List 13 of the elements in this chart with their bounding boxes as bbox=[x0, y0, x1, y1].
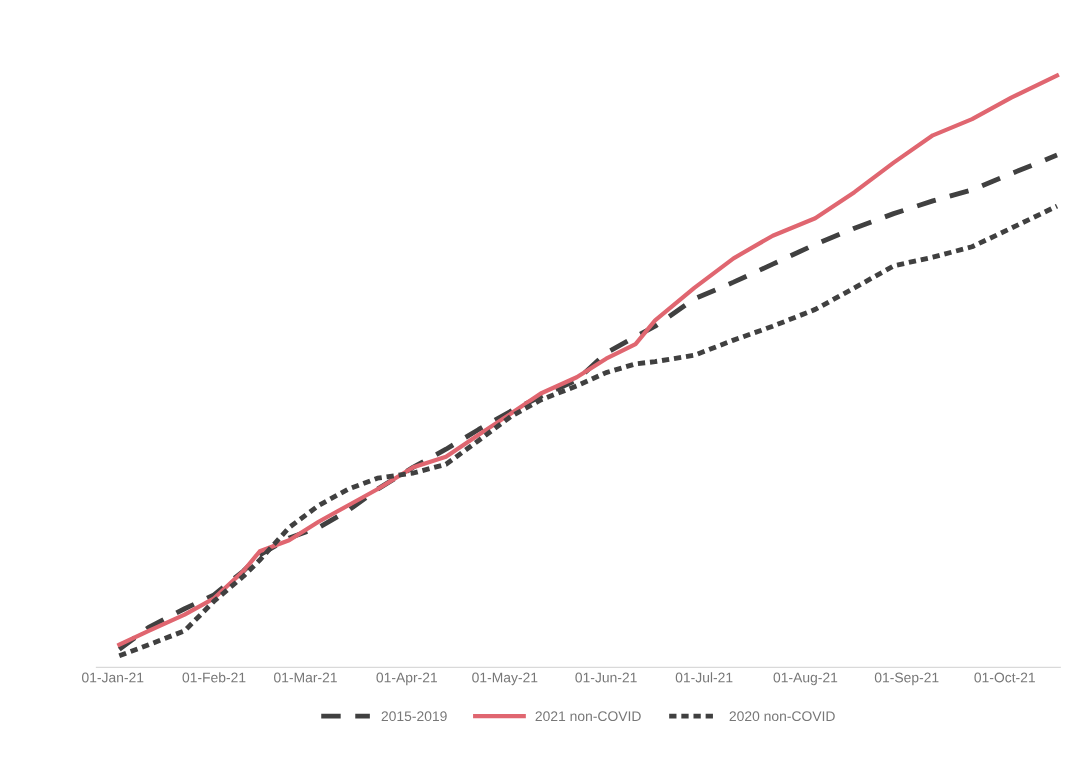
legend-label: 2015-2019 bbox=[381, 711, 447, 722]
x-tick-label: 01-Jul-21 bbox=[675, 672, 733, 683]
x-tick-label: 01-Sep-21 bbox=[874, 672, 939, 686]
x-tick-label: 01-May-21 bbox=[472, 672, 538, 686]
x-tick-label: 01-Jun-21 bbox=[575, 672, 637, 683]
x-tick-label: 01-Feb-21 bbox=[182, 672, 246, 683]
x-tick-label: 01-Aug-21 bbox=[773, 672, 838, 686]
x-tick-label: 01-Apr-21 bbox=[376, 672, 437, 686]
x-tick-label: 01-Oct-21 bbox=[974, 672, 1035, 683]
x-tick-label: 01-Mar-21 bbox=[274, 672, 337, 683]
legend-label: 2021 non-COVID bbox=[535, 711, 641, 722]
legend-label: 2020 non-COVID bbox=[729, 711, 835, 722]
x-tick-label: 01-Jan-21 bbox=[82, 672, 144, 683]
